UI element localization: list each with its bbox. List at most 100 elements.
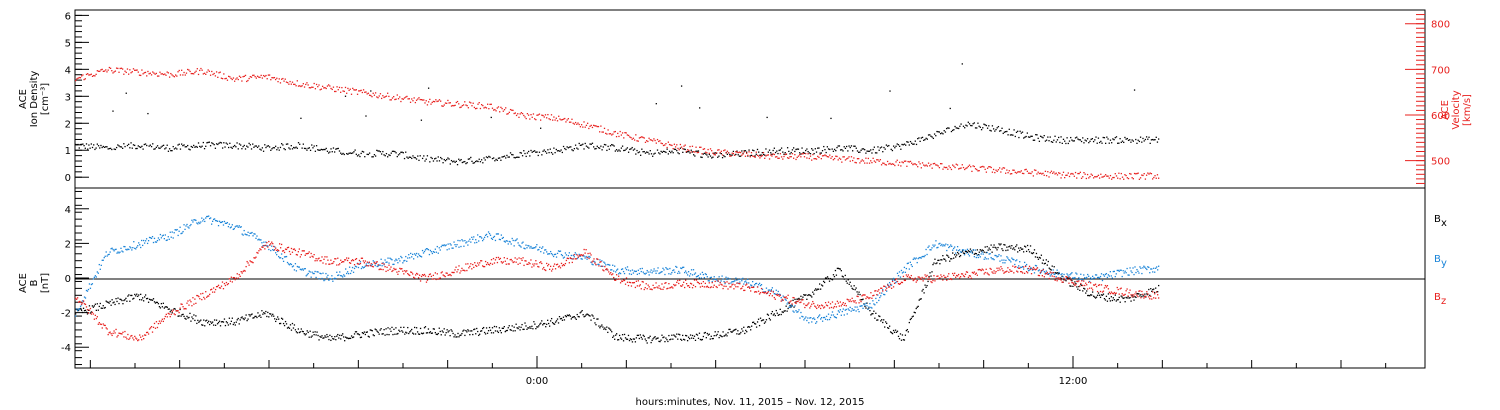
top-data-point (562, 118, 565, 120)
top-data-point (813, 152, 815, 155)
top-data-point (633, 139, 636, 141)
bottom-data-point (1106, 276, 1109, 279)
bottom-data-point (952, 249, 954, 251)
bottom-data-point (688, 275, 691, 277)
bottom-data-point (222, 321, 225, 323)
bottom-data-point (392, 263, 394, 266)
top-data-point (247, 146, 249, 148)
top-data-point (146, 144, 148, 147)
top-data-point (538, 113, 541, 115)
bottom-data-point (154, 302, 157, 304)
bottom-data-point (459, 334, 461, 337)
bottom-data-point (307, 252, 309, 255)
bottom-data-point (794, 305, 796, 307)
top-data-point (1112, 176, 1114, 179)
top-right-tick-label: 500 (1431, 157, 1450, 168)
top-data-point (827, 148, 830, 150)
bottom-data-point (414, 333, 417, 335)
bottom-data-point (776, 294, 778, 297)
top-data-point (639, 136, 642, 139)
bottom-data-point (97, 309, 99, 311)
top-data-point (229, 142, 231, 144)
bottom-data-point (231, 281, 233, 283)
bottom-data-point (670, 338, 672, 340)
bottom-data-point (241, 316, 243, 318)
top-data-point (519, 151, 521, 154)
bottom-data-point (246, 260, 248, 263)
bottom-data-point (1076, 286, 1078, 288)
bottom-data-point (725, 333, 727, 335)
top-data-point (806, 148, 808, 150)
bottom-data-point (165, 306, 167, 308)
bottom-data-point (874, 290, 876, 292)
bottom-data-point (357, 263, 360, 265)
bottom-data-point (1110, 296, 1112, 298)
bottom-data-point (607, 263, 609, 266)
bottom-data-point (490, 332, 493, 334)
bottom-data-point (666, 268, 668, 270)
bottom-data-point (942, 245, 944, 247)
top-data-point (1036, 134, 1038, 136)
bottom-data-point (444, 275, 446, 278)
top-data-point (1113, 176, 1115, 179)
bottom-data-point (701, 285, 704, 287)
bottom-data-point (625, 338, 628, 340)
bottom-data-point (1026, 244, 1029, 247)
top-data-point (1084, 139, 1086, 141)
bottom-data-point (733, 288, 735, 290)
top-data-point (1120, 141, 1122, 144)
bottom-data-point (709, 277, 711, 279)
top-data-point (1026, 132, 1028, 134)
top-data-point (917, 166, 919, 168)
top-data-point (427, 87, 430, 89)
top-data-point (891, 163, 894, 165)
top-data-point (290, 83, 292, 85)
top-data-point (94, 75, 96, 77)
bottom-data-point (198, 321, 200, 323)
top-data-point (103, 70, 106, 72)
bottom-data-point (969, 251, 972, 253)
bottom-data-point (626, 281, 629, 283)
bottom-data-point (728, 282, 730, 285)
bottom-data-point (785, 299, 787, 301)
bottom-data-point (75, 298, 78, 300)
bottom-data-point (433, 328, 436, 330)
bottom-data-point (675, 284, 677, 286)
bottom-data-point (747, 286, 749, 288)
bottom-data-point (593, 258, 595, 260)
bottom-data-point (800, 301, 802, 303)
top-data-point (620, 134, 623, 136)
top-data-point (1090, 138, 1092, 140)
bottom-data-point (561, 265, 564, 267)
top-data-point (1114, 173, 1116, 175)
bottom-data-point (410, 252, 412, 255)
bottom-data-point (313, 254, 315, 256)
bottom-data-point (1022, 248, 1024, 250)
bottom-data-point (552, 265, 555, 267)
bottom-data-point (109, 251, 111, 253)
bottom-data-point (902, 339, 905, 341)
bottom-data-point (576, 257, 578, 260)
bottom-data-point (568, 252, 571, 254)
top-data-point (507, 112, 509, 115)
bottom-data-point (982, 253, 984, 255)
bottom-data-point (644, 338, 646, 340)
top-data-point (99, 147, 101, 149)
top-data-point (536, 151, 538, 153)
bottom-data-point (1112, 270, 1114, 273)
bottom-data-point (846, 282, 848, 284)
top-data-point (337, 147, 339, 150)
bottom-data-point (265, 310, 267, 313)
bottom-data-point (425, 281, 428, 283)
top-data-point (642, 151, 644, 153)
bottom-data-point (632, 272, 635, 274)
bottom-data-point (384, 259, 386, 261)
bottom-data-point (499, 238, 502, 241)
bottom-data-point (141, 239, 143, 242)
bottom-data-point (401, 330, 403, 332)
top-data-point (768, 158, 771, 160)
bottom-data-point (134, 293, 136, 296)
bottom-data-point (835, 274, 838, 276)
bottom-data-point (676, 333, 678, 335)
bottom-data-point (905, 267, 908, 270)
